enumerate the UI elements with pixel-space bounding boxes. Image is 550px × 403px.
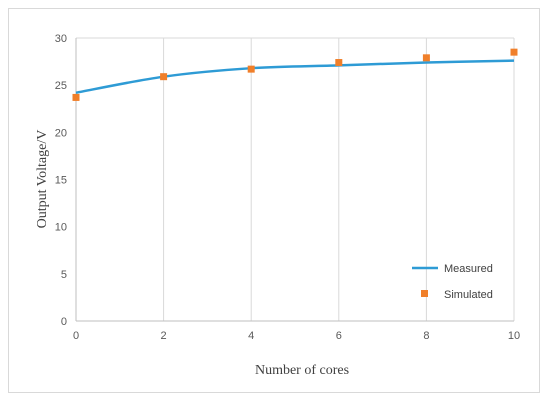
- y-tick-label-4: 20: [55, 127, 67, 139]
- x-tick-label-5: 10: [508, 330, 520, 342]
- tick-labels: 0 2 4 6 8 10 0 5 10 15 20 25 30: [55, 33, 520, 342]
- legend: Measured Simulated: [412, 263, 493, 301]
- x-tick-label-4: 8: [423, 330, 429, 342]
- y-tick-label-1: 5: [61, 269, 67, 281]
- legend-measured-label: Measured: [444, 263, 493, 275]
- simulated-point-2: [247, 65, 255, 73]
- axes: [75, 38, 514, 322]
- simulated-point-5: [510, 48, 518, 56]
- series-layer: [72, 48, 518, 101]
- legend-simulated-label: Simulated: [444, 289, 493, 301]
- x-tick-label-0: 0: [73, 330, 79, 342]
- legend-simulated-swatch: [421, 290, 428, 297]
- series-line-measured: [75, 59, 515, 94]
- simulated-point-1: [160, 73, 168, 81]
- chart-frame: [8, 8, 540, 393]
- y-tick-label-6: 30: [55, 33, 67, 45]
- x-tick-label-3: 6: [336, 330, 342, 342]
- simulated-point-4: [422, 54, 430, 62]
- x-tick-label-1: 2: [161, 330, 167, 342]
- simulated-point-3: [335, 59, 343, 67]
- grid: [76, 37, 515, 321]
- simulated-point-0: [72, 93, 80, 101]
- y-axis-title: Output Voltage/V: [35, 130, 50, 229]
- y-tick-label-2: 10: [55, 222, 67, 234]
- y-tick-label-0: 0: [61, 316, 67, 328]
- x-axis-title: Number of cores: [255, 363, 349, 378]
- x-tick-label-2: 4: [248, 330, 254, 342]
- y-tick-label-5: 25: [55, 80, 67, 92]
- y-tick-label-3: 15: [55, 175, 67, 187]
